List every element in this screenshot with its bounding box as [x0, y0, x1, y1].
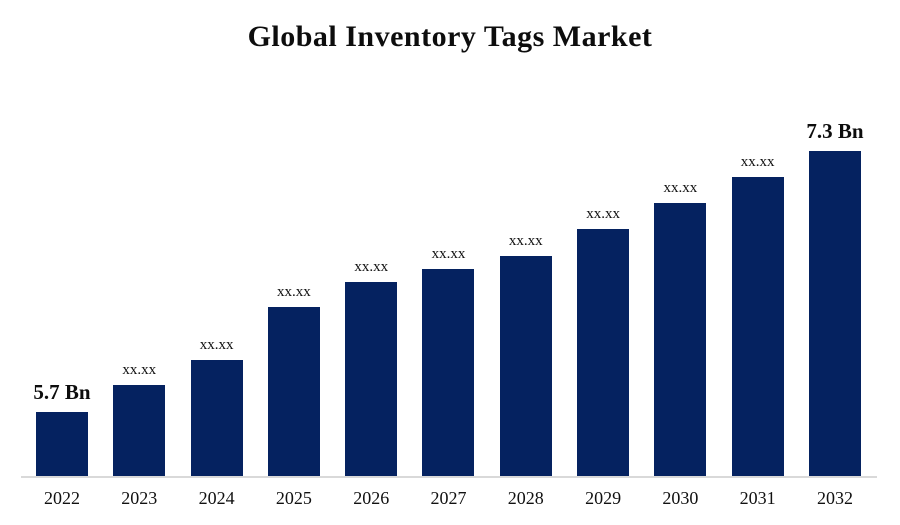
- x-axis-label: 2027: [430, 488, 467, 508]
- bar-value-label: xx.xx: [740, 154, 775, 170]
- x-axis-label: 2032: [816, 488, 853, 508]
- bar-group: xx.xx: [422, 246, 475, 477]
- bar-value-label: 7.3 Bn: [806, 119, 864, 143]
- x-axis-label: 2029: [585, 488, 622, 508]
- x-axis-label: 2028: [507, 488, 544, 508]
- x-axis-label: 2030: [662, 488, 699, 508]
- bar-value-label: xx.xx: [277, 284, 311, 300]
- bar-value-label: xx.xx: [122, 362, 157, 378]
- x-axis-labels: 2022 2023 2024 2025 2026 2027 2028 2029 2030 2031…: [36, 488, 861, 510]
- bar: [345, 282, 398, 477]
- x-axis-label: 2023: [121, 488, 158, 508]
- bar-group: 7.3 Bn: [806, 119, 864, 477]
- bar-group: xx.xx: [267, 284, 320, 477]
- bar: [808, 151, 861, 477]
- bar-group: xx.xx: [345, 259, 398, 477]
- bar-value-label: xx.xx: [586, 206, 620, 222]
- bar: [267, 307, 320, 477]
- x-axis-label: 2022: [44, 488, 80, 508]
- bar-value-label: xx.xx: [508, 233, 543, 249]
- bar-group: xx.xx: [499, 233, 552, 477]
- bar-group: xx.xx: [113, 362, 166, 477]
- bars-container: 5.7 Bn xx.xx xx.xx xx.xx xx.xx xx.xx xx.xx xx.x…: [33, 0, 864, 477]
- x-axis-label: 2025: [275, 488, 312, 508]
- x-axis-line: [21, 476, 877, 478]
- bar: [113, 385, 166, 477]
- bar-value-label: xx.xx: [431, 246, 466, 262]
- chart-title: Global Inventory Tags Market: [247, 20, 653, 53]
- x-axis-label: 2024: [198, 488, 235, 508]
- bar-value-label: xx.xx: [354, 259, 389, 275]
- bar-group: xx.xx: [731, 154, 784, 477]
- bar: [577, 229, 630, 477]
- bar-value-label: xx.xx: [663, 180, 698, 196]
- bar: [190, 360, 243, 477]
- x-axis-label: 2026: [353, 488, 390, 508]
- bar: [731, 177, 784, 477]
- bar-group: xx.xx: [190, 337, 243, 477]
- bar: [422, 269, 475, 477]
- bar: [36, 412, 88, 477]
- bar: [654, 203, 707, 477]
- bar-value-label: xx.xx: [199, 337, 234, 353]
- bar: [499, 256, 552, 477]
- x-axis-label: 2031: [739, 488, 776, 508]
- bar-value-label: 5.7 Bn: [33, 380, 91, 404]
- bar-group: xx.xx: [654, 180, 707, 477]
- bar-group: 5.7 Bn: [33, 380, 91, 477]
- bar-group: xx.xx: [577, 206, 630, 477]
